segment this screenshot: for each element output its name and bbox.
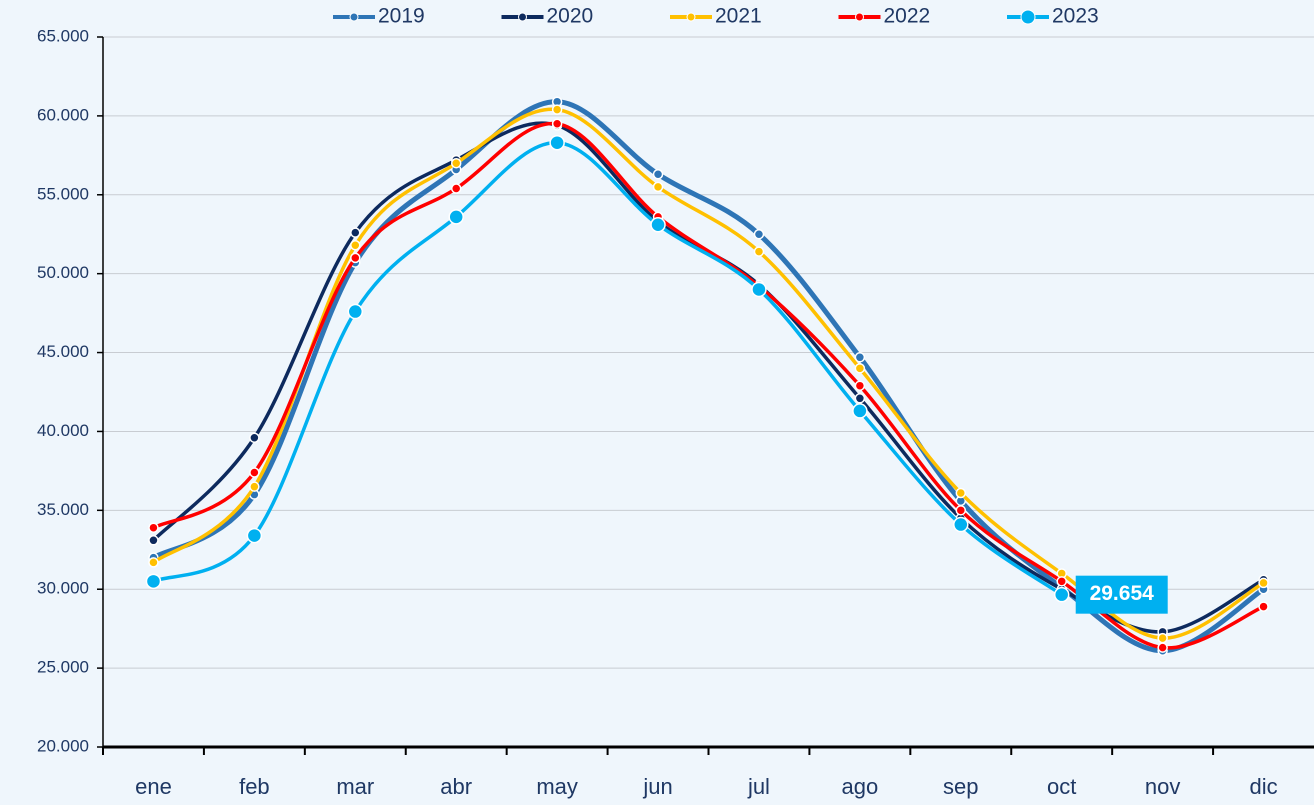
x-tick-label: sep — [943, 774, 978, 799]
marker — [854, 363, 866, 374]
legend-marker — [349, 12, 359, 22]
y-tick-label: 40.000 — [37, 421, 89, 440]
marker — [854, 380, 866, 391]
marker — [549, 134, 565, 151]
legend-label: 2022 — [884, 5, 931, 28]
legend-label: 2021 — [715, 5, 762, 28]
marker — [551, 104, 563, 115]
y-tick-label: 30.000 — [37, 579, 89, 598]
legend-marker — [855, 12, 864, 22]
marker — [347, 303, 364, 320]
marker — [148, 557, 159, 568]
marker — [854, 393, 866, 404]
x-tick-label: feb — [239, 774, 270, 799]
data-label: 29.654 — [1090, 582, 1155, 605]
marker — [1056, 576, 1067, 587]
marker — [1157, 642, 1168, 653]
marker — [953, 516, 969, 533]
legend-marker — [1020, 9, 1036, 25]
x-tick-label: jul — [747, 774, 770, 799]
marker — [1258, 577, 1269, 589]
marker — [249, 481, 260, 492]
marker — [1053, 586, 1070, 603]
legend-marker — [518, 12, 527, 22]
marker — [652, 181, 664, 193]
y-tick-label: 65.000 — [37, 26, 89, 45]
marker — [753, 228, 765, 240]
legend-label: 2020 — [547, 5, 594, 28]
marker — [350, 227, 361, 238]
marker — [246, 527, 263, 544]
marker — [852, 403, 868, 419]
marker — [450, 157, 462, 169]
marker — [650, 217, 666, 233]
y-tick-label: 25.000 — [37, 658, 89, 677]
marker — [751, 281, 767, 298]
line-2023 — [152, 140, 1063, 597]
legend-label: 2023 — [1052, 5, 1099, 28]
x-tick-label: oct — [1047, 774, 1076, 799]
x-tick-label: mar — [336, 774, 374, 799]
marker — [448, 209, 464, 225]
y-tick-label: 50.000 — [37, 263, 89, 282]
x-tick-label: jun — [642, 774, 672, 799]
marker — [450, 183, 462, 194]
x-tick-label: abr — [440, 774, 472, 799]
x-tick-label: ene — [135, 774, 172, 799]
marker — [145, 573, 162, 590]
y-tick-label: 20.000 — [37, 736, 89, 755]
marker — [249, 432, 260, 444]
marker — [551, 118, 563, 130]
y-tick-label: 55.000 — [37, 184, 89, 203]
data-label-box — [1075, 575, 1168, 614]
marker — [1258, 601, 1269, 612]
marker — [854, 352, 866, 363]
marker — [753, 246, 765, 257]
x-tick-label: ago — [842, 774, 879, 799]
x-tick-label: nov — [1145, 774, 1180, 799]
y-tick-label: 35.000 — [37, 500, 89, 519]
legend-marker — [686, 12, 696, 22]
marker — [249, 467, 260, 478]
marker — [955, 487, 967, 499]
marker — [148, 535, 159, 546]
y-tick-label: 60.000 — [37, 105, 89, 124]
legend-label: 2019 — [378, 5, 425, 28]
x-tick-label: may — [536, 774, 578, 799]
marker — [1157, 632, 1168, 644]
x-tick-label: dic — [1249, 774, 1277, 799]
marker — [148, 522, 159, 533]
marker — [955, 505, 967, 516]
marker — [652, 169, 664, 180]
y-tick-label: 45.000 — [37, 342, 89, 361]
marker — [350, 252, 361, 264]
marker — [350, 240, 361, 251]
